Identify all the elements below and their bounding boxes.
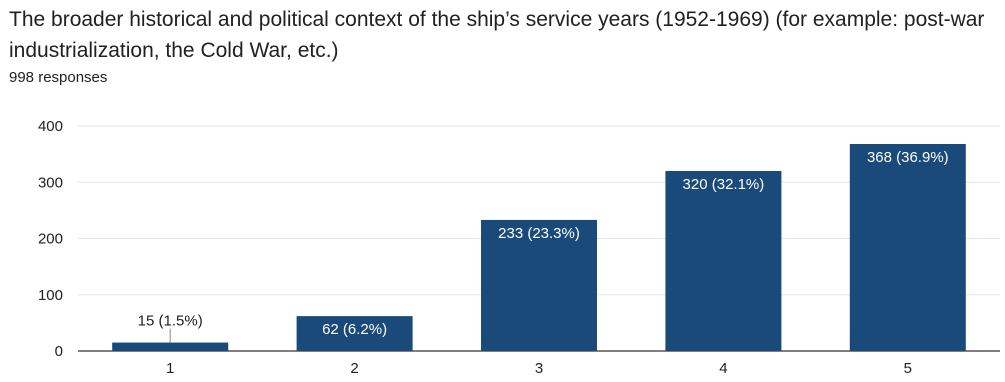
x-tick-label: 2 <box>350 360 358 377</box>
data-label: 368 (36.9%) <box>867 149 949 166</box>
y-tick-label: 0 <box>55 343 63 360</box>
bars <box>112 144 966 351</box>
response-count: 998 responses <box>9 69 108 86</box>
x-axis-ticks: 1 2 3 4 5 <box>166 360 912 377</box>
question-header: The broader historical and political con… <box>9 4 999 87</box>
data-label: 62 (6.2%) <box>322 321 387 338</box>
x-tick-label: 4 <box>719 360 727 377</box>
y-tick-label: 200 <box>38 231 63 248</box>
x-tick-label: 5 <box>904 360 912 377</box>
data-label: 15 (1.5%) <box>138 313 203 330</box>
data-labels: 15 (1.5%) 62 (6.2%) 233 (23.3%) 320 (32.1%)… <box>138 149 949 343</box>
bar-2 <box>296 316 413 351</box>
y-axis-ticks: 0 100 200 300 400 <box>38 118 63 360</box>
y-tick-label: 100 <box>38 287 63 304</box>
question-title: The broader historical and political con… <box>9 8 985 62</box>
data-label: 233 (23.3%) <box>498 225 580 242</box>
y-tick-label: 300 <box>38 174 63 191</box>
data-label: 320 (32.1%) <box>683 176 765 193</box>
y-tick-label: 400 <box>38 118 63 135</box>
bar-4 <box>665 171 782 351</box>
bar-5 <box>849 144 966 351</box>
x-tick-label: 1 <box>166 360 174 377</box>
x-tick-label: 3 <box>535 360 543 377</box>
bar-1 <box>112 342 229 351</box>
bar-3 <box>481 219 597 351</box>
